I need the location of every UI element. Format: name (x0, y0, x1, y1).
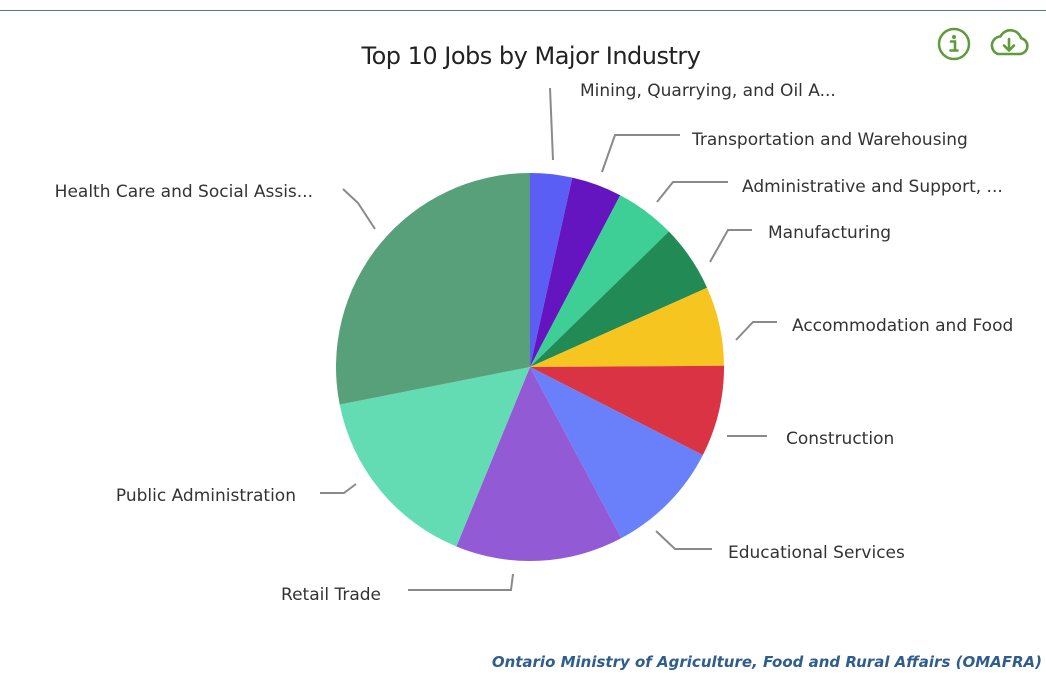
pie-slice[interactable] (339, 367, 530, 547)
pie-slice[interactable] (530, 231, 708, 367)
leader-line (656, 181, 728, 203)
top-divider (0, 10, 1046, 11)
pie-slice[interactable] (530, 173, 573, 367)
slice-label: Mining, Quarrying, and Oil A... (580, 81, 836, 101)
source-credit: Ontario Ministry of Agriculture, Food an… (491, 653, 1042, 671)
cloud-download-icon (990, 28, 1029, 56)
pie-slice[interactable] (530, 195, 669, 367)
chart-title: Top 10 Jobs by Major Industry (361, 42, 701, 70)
pie-slice[interactable] (530, 367, 703, 539)
leader-line (320, 483, 357, 494)
pie-slice[interactable] (456, 367, 622, 561)
leader-line (601, 134, 680, 173)
pie-slice[interactable] (530, 365, 725, 456)
slice-label: Accommodation and Food (792, 316, 1013, 336)
download-button[interactable] (987, 26, 1031, 62)
leader-line (735, 321, 777, 341)
leader-line (655, 530, 712, 550)
leader-line (549, 87, 554, 161)
pie-slice[interactable] (530, 287, 724, 367)
pie-slice[interactable] (336, 173, 530, 405)
leader-line (342, 188, 376, 230)
slice-label: Manufacturing (768, 223, 891, 243)
slice-label: Construction (786, 429, 894, 449)
pie-slice[interactable] (530, 177, 621, 367)
info-button[interactable] (936, 26, 972, 62)
leader-line (408, 573, 514, 591)
slice-label: Transportation and Warehousing (691, 130, 968, 150)
leader-line (709, 229, 752, 263)
slice-label: Health Care and Social Assis... (55, 182, 313, 202)
slice-label: Administrative and Support, ... (742, 177, 1003, 197)
slice-label: Public Administration (116, 486, 296, 506)
slice-label: Educational Services (728, 543, 905, 563)
info-icon (937, 27, 971, 61)
slice-label: Retail Trade (281, 585, 381, 605)
